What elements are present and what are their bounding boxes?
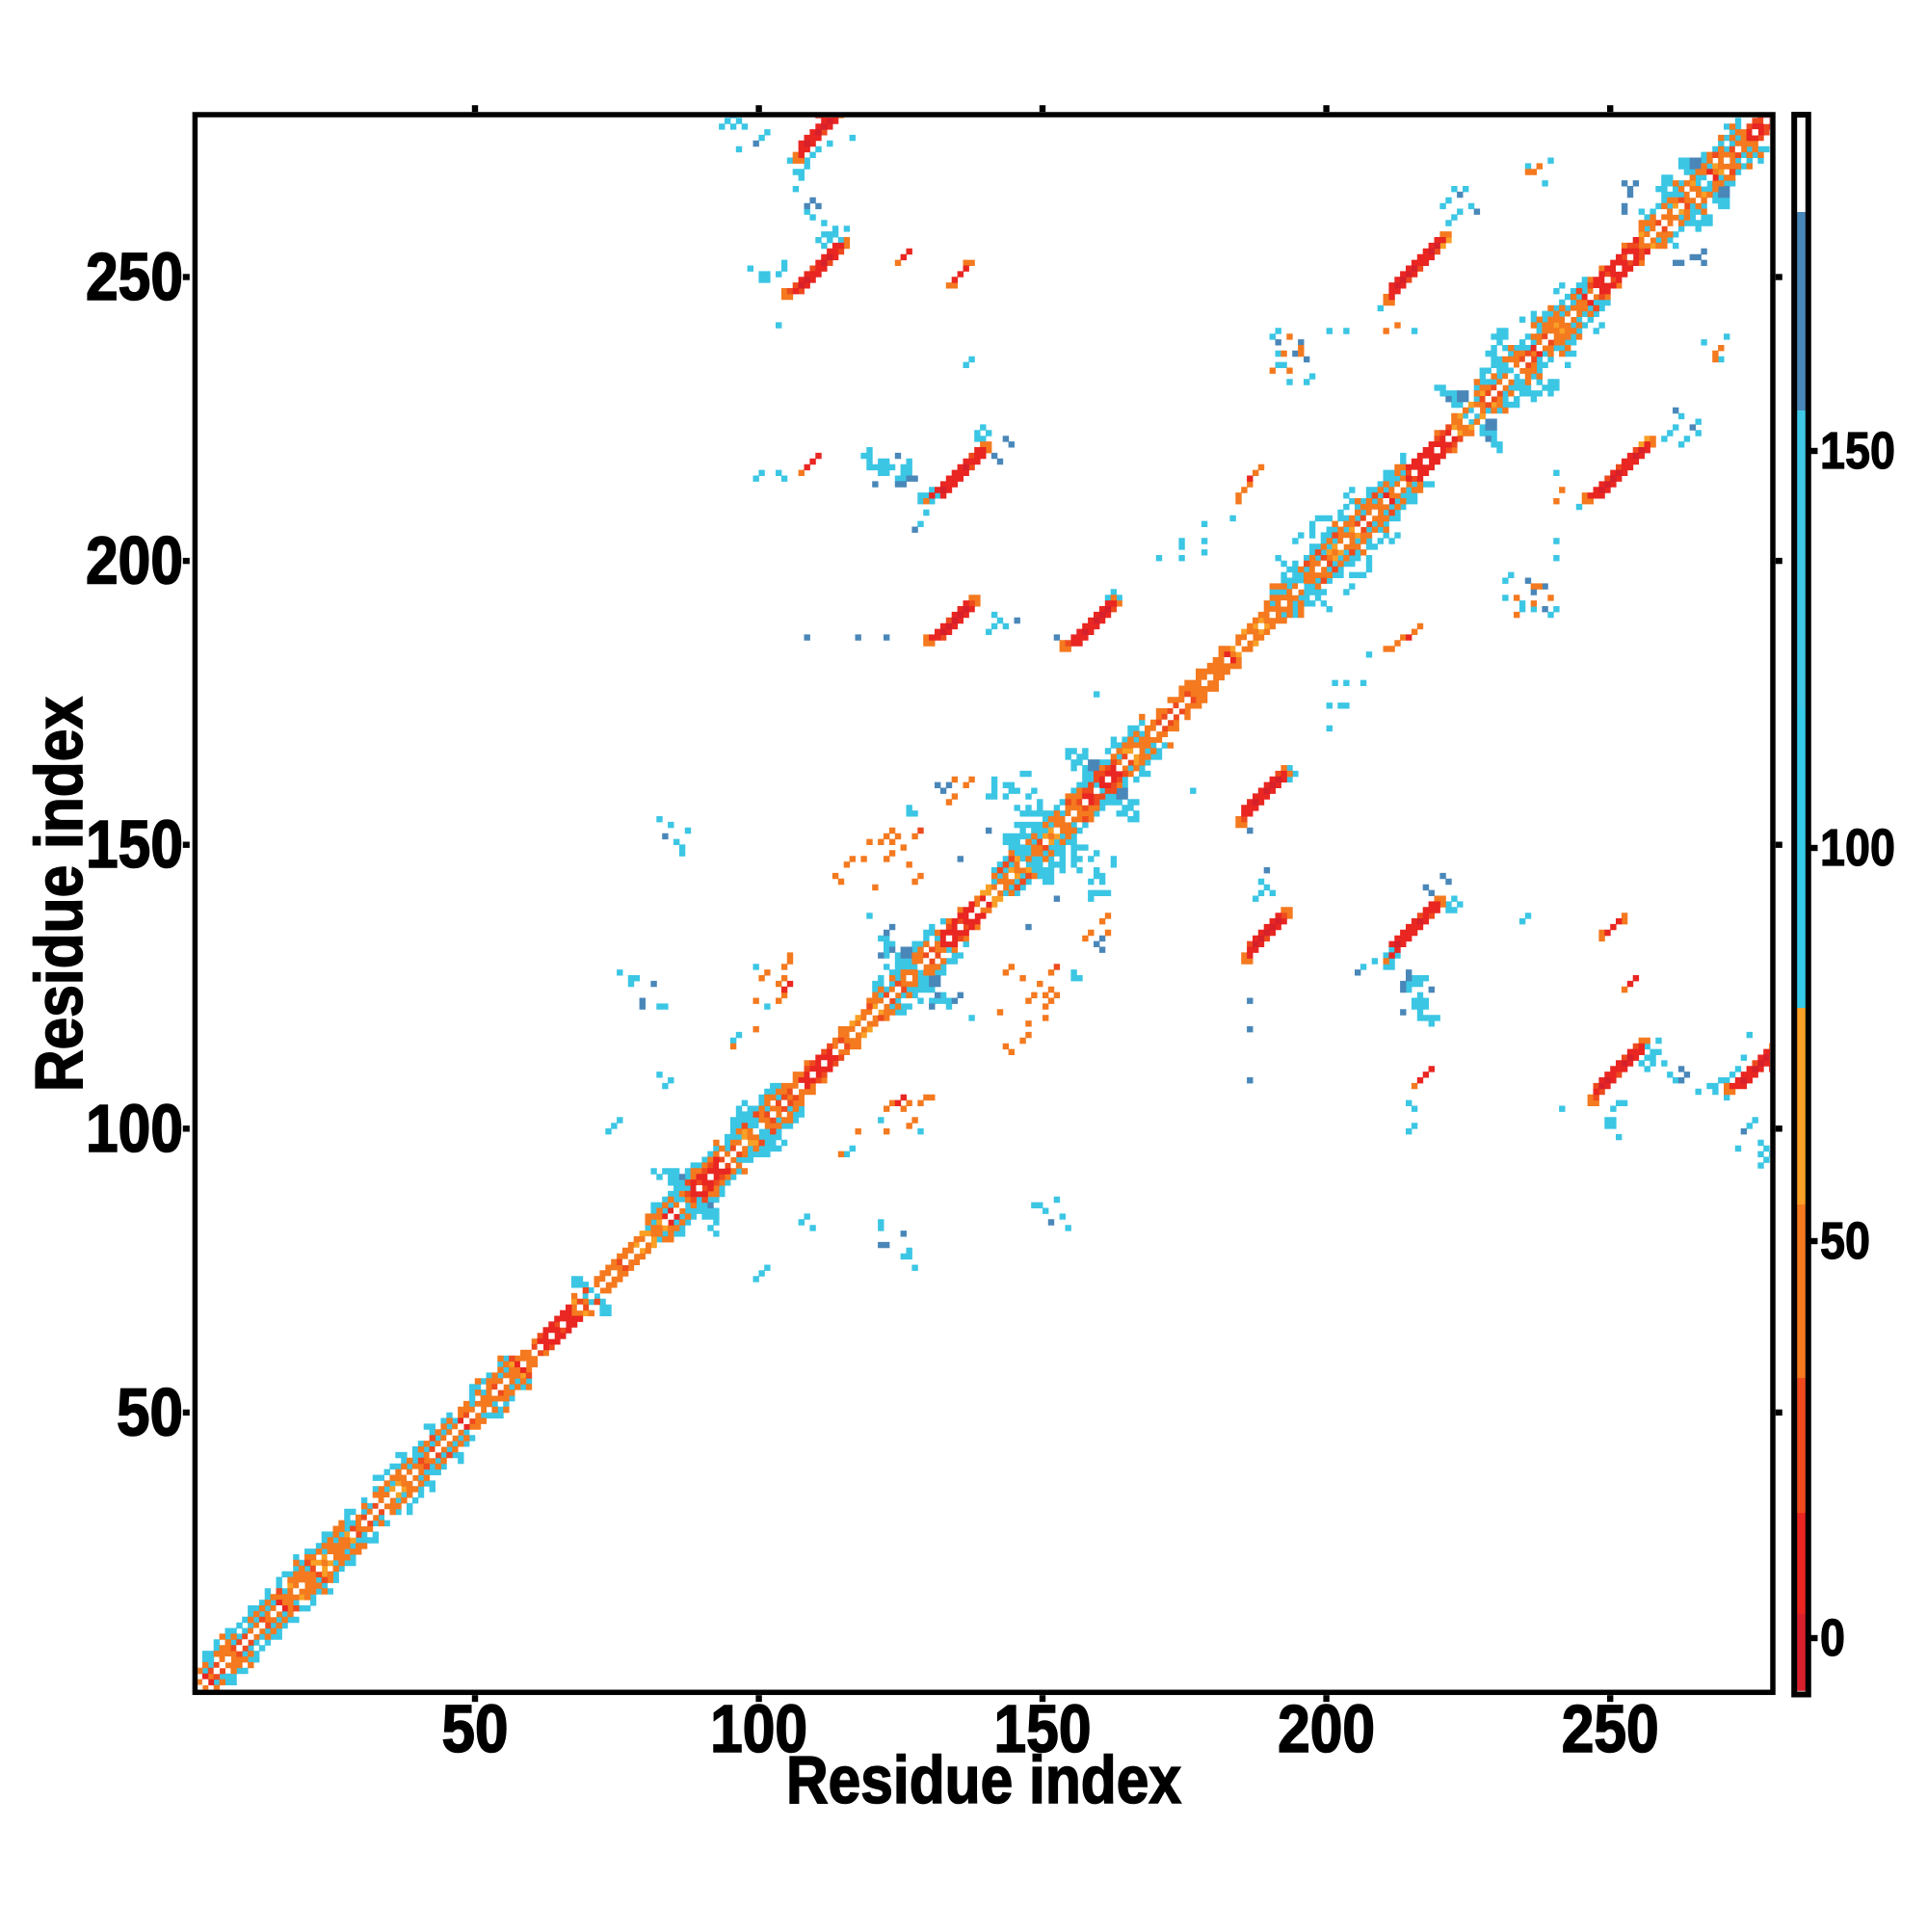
- svg-text:200: 200: [1278, 1691, 1375, 1766]
- svg-text:250: 250: [86, 239, 183, 314]
- svg-text:150: 150: [86, 807, 183, 882]
- svg-text:Residue index: Residue index: [21, 697, 96, 1092]
- svg-text:100: 100: [86, 1091, 183, 1166]
- svg-text:50: 50: [1820, 1212, 1870, 1270]
- svg-text:150: 150: [994, 1691, 1092, 1766]
- svg-text:250: 250: [1562, 1691, 1659, 1766]
- svg-text:0: 0: [1820, 1609, 1845, 1667]
- svg-text:50: 50: [117, 1374, 183, 1449]
- svg-text:200: 200: [86, 523, 183, 598]
- svg-text:100: 100: [710, 1691, 807, 1766]
- svg-text:Residue index: Residue index: [786, 1742, 1181, 1817]
- svg-text:100: 100: [1820, 819, 1895, 877]
- svg-text:50: 50: [442, 1691, 509, 1766]
- svg-text:150: 150: [1820, 422, 1895, 480]
